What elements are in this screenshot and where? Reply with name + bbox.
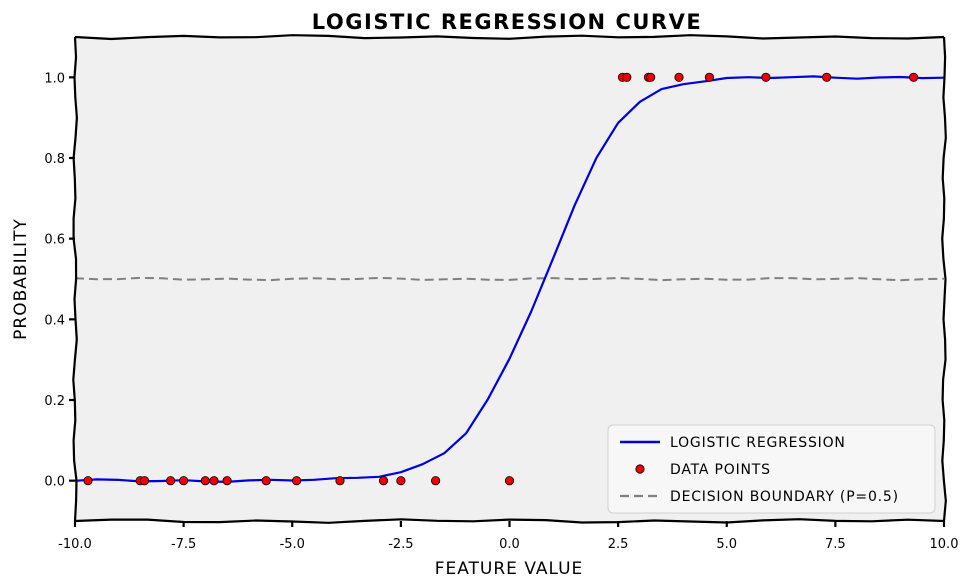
y-tick-label: 0.6 xyxy=(44,233,65,248)
y-tick-label: 0.4 xyxy=(44,313,65,328)
legend-label: LOGISTIC REGRESSION xyxy=(670,435,846,451)
data-point xyxy=(430,476,441,486)
data-point xyxy=(139,476,150,486)
x-tick-label: 7.5 xyxy=(825,537,846,552)
legend-swatch-marker xyxy=(635,464,645,474)
data-point xyxy=(179,476,189,486)
data-point xyxy=(200,476,210,486)
x-tick-label: 2.5 xyxy=(608,537,629,552)
chart-title: LOGISTIC REGRESSION CURVE xyxy=(312,10,702,34)
data-point xyxy=(291,476,302,486)
data-point xyxy=(261,476,271,486)
data-point xyxy=(504,476,515,486)
y-tick-label: 0.0 xyxy=(44,475,65,490)
x-axis-label: FEATURE VALUE xyxy=(435,559,584,579)
data-point xyxy=(622,72,632,82)
y-tick-label: 1.0 xyxy=(44,71,65,86)
data-point xyxy=(209,476,219,486)
data-point xyxy=(908,72,919,82)
legend-label: DATA POINTS xyxy=(670,462,771,478)
x-tick-label: -7.5 xyxy=(171,537,196,552)
x-tick-label: -5.0 xyxy=(280,537,305,552)
legend-label: DECISION BOUNDARY (P=0.5) xyxy=(670,489,899,505)
data-point xyxy=(704,72,715,82)
data-point xyxy=(166,476,176,486)
data-point xyxy=(674,72,684,82)
data-point xyxy=(378,476,389,486)
data-point xyxy=(761,72,771,82)
x-axis: -10.0 -7.5 -5.0 -2.5 0.0 2.5 5.0 7.5 10.0 xyxy=(58,521,958,552)
legend: LOGISTIC REGRESSION DATA POINTS DECISION B… xyxy=(607,424,936,514)
data-point xyxy=(83,476,93,486)
data-point xyxy=(822,72,832,82)
x-tick-label: 0.0 xyxy=(499,537,520,552)
plot-frame xyxy=(72,34,947,524)
x-tick-label: -2.5 xyxy=(388,537,413,552)
data-point xyxy=(646,72,656,82)
y-axis: 0.0 0.2 0.4 0.6 0.8 1.0 xyxy=(44,71,75,490)
x-tick-label: 5.0 xyxy=(716,537,737,552)
data-point xyxy=(396,476,406,486)
x-tick-label: 10.0 xyxy=(930,537,959,552)
data-point xyxy=(222,476,232,486)
decision-boundary-line xyxy=(74,276,945,282)
x-tick-label: -10.0 xyxy=(58,537,92,552)
y-tick-label: 0.2 xyxy=(44,394,65,409)
legend-box xyxy=(607,424,936,514)
y-tick-label: 0.8 xyxy=(44,152,65,167)
logistic-regression-line xyxy=(74,75,945,483)
data-point xyxy=(335,476,345,486)
y-axis-label: PROBABILITY xyxy=(11,218,31,340)
